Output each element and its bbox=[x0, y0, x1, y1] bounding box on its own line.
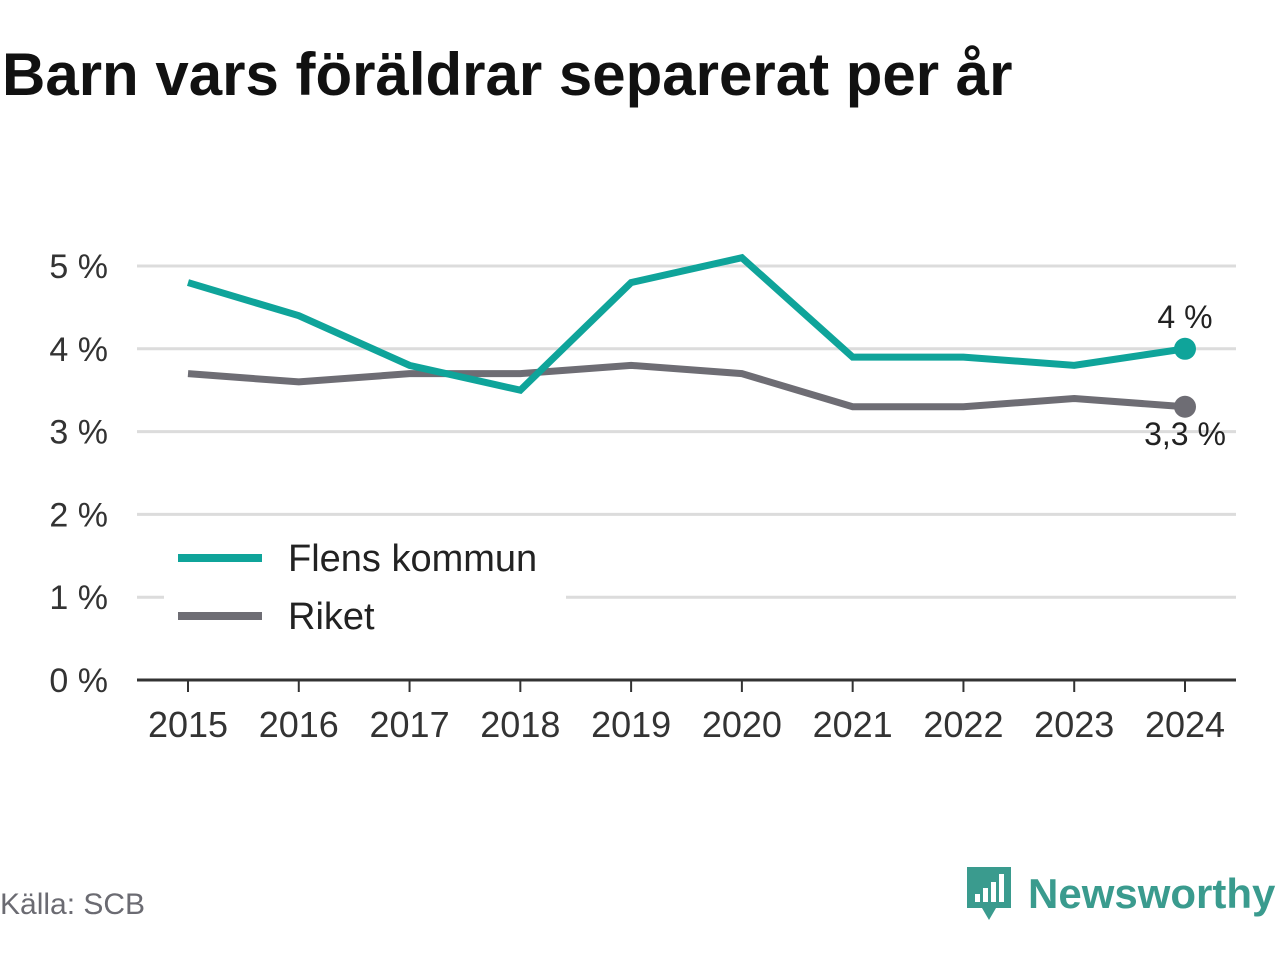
legend-label: Flens kommun bbox=[288, 538, 537, 580]
x-tick-label: 2024 bbox=[1145, 704, 1225, 745]
y-tick-label: 5 % bbox=[49, 248, 108, 286]
x-tick-label: 2018 bbox=[480, 704, 560, 745]
line-chart: 0 %1 %2 %3 %4 %5 % 2015 2016 2017 2018 2019 2… bbox=[49, 248, 1236, 745]
x-tick-label: 2019 bbox=[591, 704, 671, 745]
source-note: Källa: SCB bbox=[0, 888, 146, 921]
legend: Flens kommun Riket bbox=[164, 528, 566, 648]
chart-title: Barn vars föräldrar separerat per år bbox=[2, 41, 1013, 108]
y-tick-label: 4 % bbox=[49, 331, 108, 369]
y-tick-label: 0 % bbox=[49, 662, 108, 700]
newsworthy-logo-icon bbox=[967, 867, 1011, 920]
end-value-label: 4 % bbox=[1157, 299, 1212, 335]
brand-logo: Newsworthy bbox=[964, 864, 1275, 924]
end-labels: 4 % 3,3 % bbox=[1144, 299, 1226, 452]
x-tick-label: 2017 bbox=[370, 704, 450, 745]
y-tick-label: 3 % bbox=[49, 414, 108, 452]
legend-background bbox=[164, 528, 566, 648]
x-tick-label: 2016 bbox=[259, 704, 339, 745]
y-tick-label: 2 % bbox=[49, 496, 108, 534]
y-axis-ticks: 0 % 1 % 2 % 3 % 4 % 5 % bbox=[49, 248, 108, 700]
x-tick-label: 2021 bbox=[813, 704, 893, 745]
x-tick-label: 2022 bbox=[923, 704, 1003, 745]
legend-label: Riket bbox=[288, 596, 375, 638]
x-tick-label: 2015 bbox=[148, 704, 228, 745]
series-line bbox=[187, 361, 1186, 411]
series-end-point bbox=[1174, 395, 1196, 418]
end-value-label: 3,3 % bbox=[1144, 416, 1226, 452]
brand-name: Newsworthy bbox=[1028, 870, 1276, 917]
x-tick-label: 2020 bbox=[702, 704, 782, 745]
series-lines bbox=[186, 253, 1196, 418]
x-axis: 2015 2016 2017 2018 2019 2020 2021 2022 2023 2024 bbox=[137, 678, 1236, 745]
series-line bbox=[186, 253, 1186, 395]
series-end-point bbox=[1174, 337, 1196, 360]
y-tick-label: 1 % bbox=[49, 579, 108, 617]
x-tick-label: 2023 bbox=[1034, 704, 1114, 745]
